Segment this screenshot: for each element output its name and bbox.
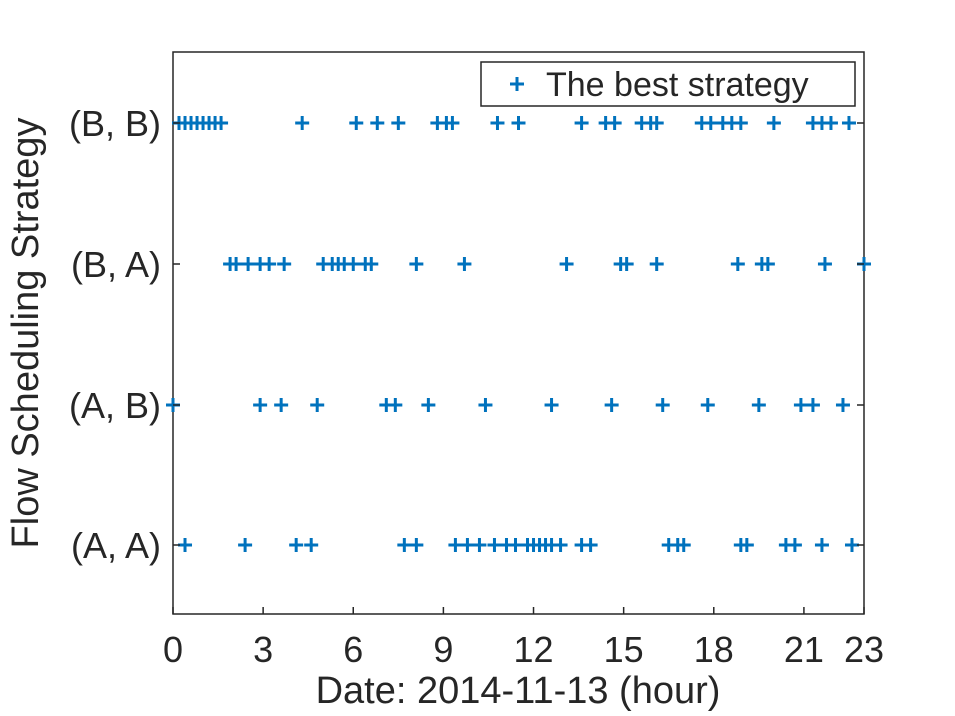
data-point xyxy=(478,398,493,412)
data-point xyxy=(304,538,319,552)
data-point xyxy=(178,538,193,552)
data-point xyxy=(508,538,523,552)
data-point xyxy=(229,257,244,271)
y-tick-label: (B, B) xyxy=(69,103,161,144)
data-point xyxy=(277,257,292,271)
data-point xyxy=(457,257,472,271)
data-point xyxy=(310,398,325,412)
data-point xyxy=(253,398,268,412)
data-point xyxy=(460,538,475,552)
data-point xyxy=(553,538,568,552)
data-point xyxy=(766,116,781,130)
data-point xyxy=(214,116,229,130)
data-point xyxy=(445,116,460,130)
legend-marker xyxy=(510,77,524,91)
data-point xyxy=(421,398,436,412)
data-point xyxy=(409,538,424,552)
x-tick-label: 23 xyxy=(844,629,884,670)
y-axis-title: Flow Scheduling Strategy xyxy=(5,118,47,549)
data-point xyxy=(835,398,850,412)
data-point xyxy=(739,538,754,552)
data-point xyxy=(346,257,361,271)
data-point xyxy=(391,116,406,130)
x-tick-label: 12 xyxy=(513,629,553,670)
data-point xyxy=(730,257,745,271)
legend-label: The best strategy xyxy=(546,66,809,104)
plot-area xyxy=(172,51,865,615)
data-point xyxy=(676,538,691,552)
data-point xyxy=(841,116,856,130)
data-point xyxy=(238,538,253,552)
legend: The best strategy xyxy=(480,61,856,107)
x-tick-label: 18 xyxy=(694,629,734,670)
data-point xyxy=(793,398,808,412)
data-point xyxy=(703,116,718,130)
x-tick-label: 15 xyxy=(604,629,644,670)
x-tick-label: 3 xyxy=(253,629,273,670)
data-point xyxy=(655,398,670,412)
y-tick-label: (A, B) xyxy=(69,385,161,426)
data-point xyxy=(751,398,766,412)
data-point xyxy=(559,257,574,271)
legend-box xyxy=(480,61,856,107)
data-point xyxy=(511,116,526,130)
y-axis: (A, A) (A, B) (B, A) (B, B) xyxy=(69,103,864,566)
data-point xyxy=(397,538,412,552)
data-point xyxy=(805,398,820,412)
data-point xyxy=(262,257,277,271)
data-point xyxy=(490,116,505,130)
data-markers xyxy=(166,116,871,552)
x-tick-label: 0 xyxy=(163,629,183,670)
data-point xyxy=(241,257,256,271)
data-point xyxy=(349,116,364,130)
x-tick-label: 9 xyxy=(433,629,453,670)
legend-marker-symbol xyxy=(510,77,524,91)
data-point xyxy=(544,398,559,412)
data-point xyxy=(844,538,859,552)
data-point xyxy=(700,398,715,412)
data-point xyxy=(364,257,379,271)
y-tick-label: (B, A) xyxy=(71,244,161,285)
data-point xyxy=(370,116,385,130)
x-axis: 0 3 6 9 12 15 18 21 23 xyxy=(163,607,884,670)
data-point xyxy=(388,398,403,412)
data-point xyxy=(295,116,310,130)
data-point xyxy=(472,538,487,552)
data-point xyxy=(583,538,598,552)
data-point xyxy=(823,116,838,130)
data-point xyxy=(649,257,664,271)
data-point xyxy=(733,116,748,130)
data-point xyxy=(649,116,664,130)
data-point xyxy=(814,538,829,552)
data-point xyxy=(787,538,802,552)
data-point xyxy=(274,398,289,412)
data-point xyxy=(604,398,619,412)
data-point xyxy=(409,257,424,271)
x-tick-label: 21 xyxy=(784,629,824,670)
data-point xyxy=(289,538,304,552)
data-point xyxy=(574,116,589,130)
data-point xyxy=(817,257,832,271)
data-point xyxy=(760,257,775,271)
x-tick-label: 6 xyxy=(343,629,363,670)
data-point xyxy=(448,538,463,552)
data-point xyxy=(619,257,634,271)
x-axis-title: Date: 2014-11-13 (hour) xyxy=(316,670,721,712)
data-point xyxy=(607,116,622,130)
data-point xyxy=(487,538,502,552)
y-tick-label: (A, A) xyxy=(71,525,161,566)
